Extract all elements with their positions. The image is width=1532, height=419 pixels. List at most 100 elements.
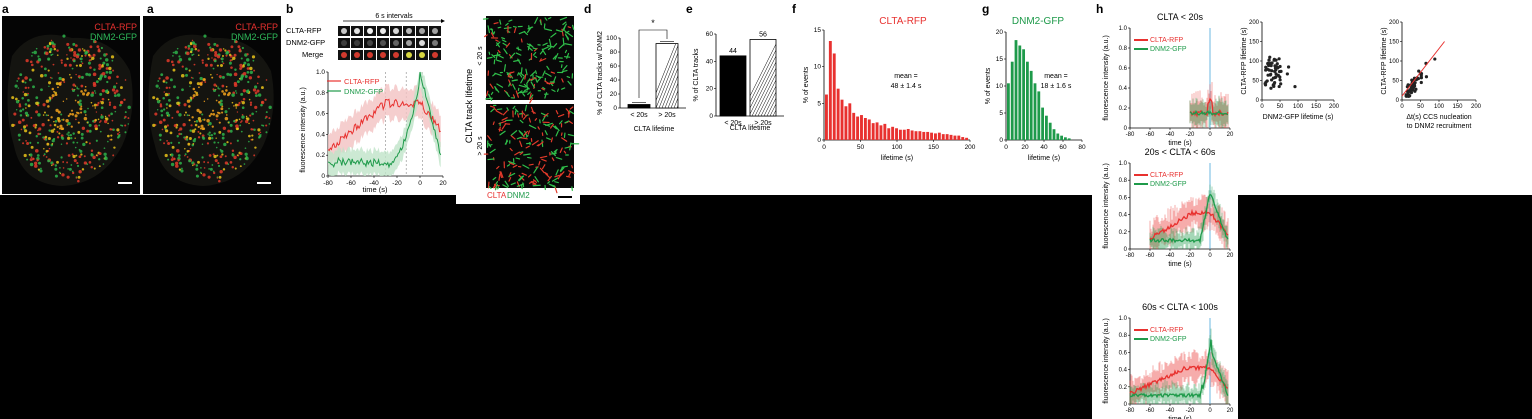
- y-tick-label: 200: [1389, 20, 1400, 26]
- spot: [161, 128, 164, 131]
- track: [520, 38, 523, 43]
- spot: [53, 123, 57, 127]
- spot: [173, 124, 177, 128]
- spot: [46, 44, 50, 48]
- spot: [203, 34, 207, 38]
- spot: [45, 156, 48, 158]
- track: [564, 146, 570, 149]
- spot: [192, 142, 195, 145]
- spot: [208, 136, 212, 140]
- spot: [188, 136, 192, 141]
- spot: [33, 161, 38, 165]
- tile-spot: [341, 52, 347, 58]
- spot: [233, 72, 238, 77]
- spot: [178, 132, 181, 136]
- spot: [44, 73, 48, 77]
- spot: [203, 100, 206, 103]
- tile-spot: [367, 52, 373, 58]
- track: [534, 176, 539, 183]
- spot: [165, 76, 169, 80]
- hatch: [661, 67, 678, 109]
- spot: [50, 54, 53, 56]
- y-tick-label: 0: [709, 113, 713, 120]
- spot: [50, 129, 55, 133]
- spot: [81, 48, 84, 50]
- x-tick-label: -80: [1126, 253, 1135, 259]
- series-clta: [327, 98, 441, 152]
- track: [562, 21, 567, 26]
- spot: [177, 154, 181, 157]
- spot: [108, 114, 111, 117]
- spot: [103, 152, 107, 156]
- spot: [242, 72, 247, 76]
- spot: [241, 114, 244, 116]
- spot: [235, 124, 239, 128]
- spot: [242, 97, 246, 101]
- track: [489, 148, 496, 154]
- y-tick-label: 60: [706, 31, 714, 38]
- spot: [77, 130, 81, 134]
- spot: [170, 162, 175, 167]
- spot: [70, 109, 74, 112]
- spot: [62, 118, 65, 121]
- spot: [174, 50, 178, 55]
- tile-spot: [354, 40, 360, 46]
- spot: [196, 108, 200, 113]
- spot: [113, 94, 117, 98]
- track: [510, 182, 516, 186]
- track: [512, 94, 516, 98]
- spot: [241, 100, 245, 105]
- spot: [112, 128, 115, 131]
- spot: [77, 175, 81, 179]
- spot: [178, 55, 181, 58]
- track: [495, 41, 501, 47]
- spot: [254, 94, 258, 98]
- spot: [30, 145, 34, 149]
- x-tick-label: 20: [1227, 132, 1234, 138]
- data-point: [1406, 94, 1411, 98]
- spot: [170, 141, 173, 144]
- track: [558, 43, 565, 50]
- spot: [201, 156, 204, 159]
- panel-letter-h: h: [1096, 2, 1104, 16]
- hatch: [667, 82, 678, 109]
- spot: [160, 73, 164, 77]
- spot: [79, 99, 82, 103]
- track: [487, 25, 491, 34]
- spot: [18, 103, 22, 106]
- spot: [84, 89, 87, 92]
- spot: [168, 86, 171, 89]
- spot: [116, 93, 121, 97]
- spot: [80, 60, 83, 63]
- spot: [215, 114, 219, 118]
- spot: [80, 54, 84, 58]
- spot: [57, 86, 59, 89]
- spot: [242, 64, 245, 68]
- spot: [219, 102, 223, 106]
- spot: [186, 51, 190, 56]
- spot: [25, 139, 27, 142]
- spot: [65, 142, 69, 145]
- track: [518, 151, 524, 154]
- x-tick-label: 150: [1311, 104, 1322, 110]
- label-dnm2-gfp-2: DNM2-GFP: [231, 32, 278, 42]
- track: [495, 110, 503, 115]
- spot: [31, 55, 33, 57]
- spot: [78, 64, 83, 68]
- histogram-bar: [852, 112, 856, 140]
- spot: [216, 73, 218, 76]
- spot: [48, 81, 52, 85]
- spot: [231, 153, 235, 157]
- spot: [94, 118, 97, 122]
- spot: [184, 153, 187, 156]
- track: [563, 25, 566, 32]
- spot: [108, 103, 112, 106]
- spot: [83, 110, 87, 114]
- spot: [56, 49, 59, 52]
- tile-spot: [393, 28, 399, 34]
- spot: [39, 169, 43, 173]
- spot: [203, 161, 206, 163]
- spot: [202, 118, 204, 121]
- spot: [253, 128, 256, 131]
- spot: [233, 105, 235, 107]
